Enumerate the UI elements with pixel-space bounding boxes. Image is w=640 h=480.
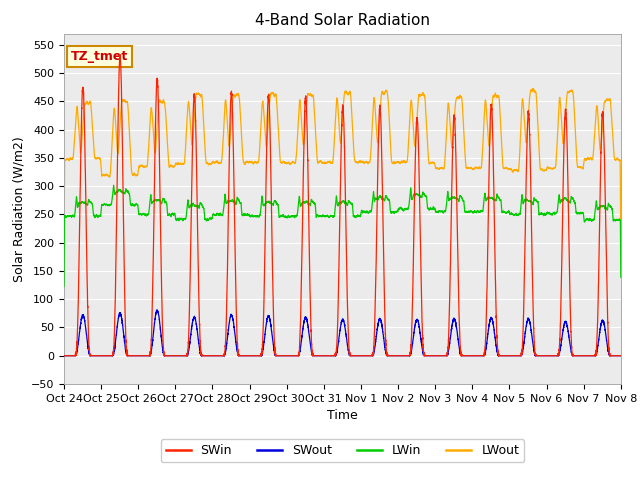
SWin xyxy=(60,353,68,359)
SWout xyxy=(467,353,475,359)
SWout xyxy=(324,353,332,359)
LWin xyxy=(587,217,595,223)
LWin xyxy=(60,284,68,289)
SWout xyxy=(483,340,491,346)
LWout xyxy=(250,161,257,167)
Line: LWin: LWin xyxy=(64,185,621,287)
LWout xyxy=(594,106,602,111)
SWout xyxy=(594,346,602,351)
X-axis label: Time: Time xyxy=(327,409,358,422)
Title: 4-Band Solar Radiation: 4-Band Solar Radiation xyxy=(255,13,430,28)
LWout xyxy=(529,86,537,92)
LWout xyxy=(587,156,595,161)
LWin xyxy=(483,197,491,203)
LWin xyxy=(250,214,257,219)
LWout xyxy=(467,165,475,170)
LWout xyxy=(324,159,332,165)
SWin xyxy=(483,296,491,301)
SWin xyxy=(587,353,595,359)
LWin xyxy=(110,182,118,188)
LWin xyxy=(594,206,602,212)
SWout xyxy=(60,353,68,359)
Line: SWout: SWout xyxy=(64,310,621,356)
Text: TZ_tmet: TZ_tmet xyxy=(70,50,128,63)
LWout xyxy=(60,254,68,260)
SWin xyxy=(250,353,257,359)
SWin xyxy=(116,51,124,57)
SWout xyxy=(153,307,161,312)
LWin xyxy=(324,213,332,218)
SWout xyxy=(617,353,625,359)
SWin xyxy=(467,353,475,359)
Y-axis label: Solar Radiation (W/m2): Solar Radiation (W/m2) xyxy=(12,136,26,282)
SWout xyxy=(250,353,257,359)
LWout xyxy=(483,112,490,118)
SWin xyxy=(324,353,332,359)
SWin xyxy=(617,353,625,359)
Line: SWin: SWin xyxy=(64,54,621,356)
SWout xyxy=(587,353,595,359)
Legend: SWin, SWout, LWin, LWout: SWin, SWout, LWin, LWout xyxy=(161,439,524,462)
SWin xyxy=(594,322,602,328)
LWout xyxy=(617,244,625,250)
LWin xyxy=(467,208,475,214)
Line: LWout: LWout xyxy=(64,89,621,257)
LWin xyxy=(617,275,625,280)
